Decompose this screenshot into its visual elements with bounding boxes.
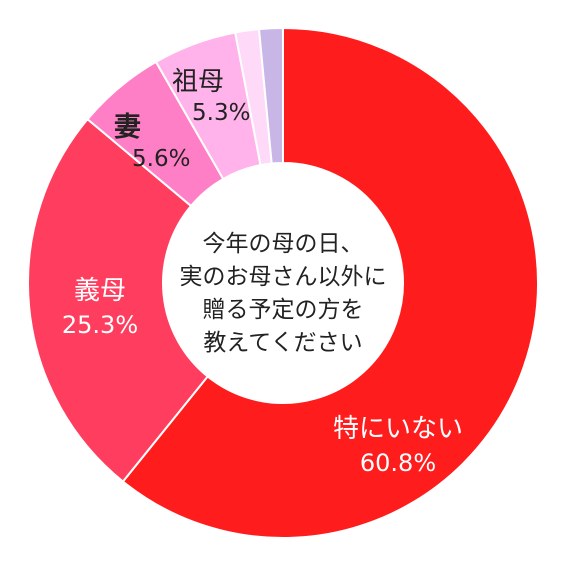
center-line-3: 贈る予定の方を [202, 297, 364, 323]
label-mother-in-law: 義母 25.3% [40, 274, 160, 342]
slice-5 [257, 26, 284, 165]
label-mother-in-law-name: 義母 [73, 276, 126, 306]
label-grandmother: 祖母 5.3% [168, 66, 268, 128]
label-grandmother-name: 祖母 [172, 67, 225, 97]
center-question: 今年の母の日、 実のお母さん以外に 贈る予定の方を 教えてください [163, 228, 403, 360]
label-wife-name: 妻 [114, 112, 141, 143]
center-line-1: 今年の母の日、 [202, 231, 364, 257]
label-wife-value: 5.6% [132, 146, 191, 172]
label-mother-in-law-value: 25.3% [61, 311, 139, 339]
label-none: 特にいない 60.8% [318, 412, 478, 480]
label-none-value: 60.8% [359, 449, 437, 477]
slice-1 [27, 117, 210, 483]
center-line-4: 教えてください [203, 330, 363, 356]
label-none-name: 特にいない [332, 414, 463, 444]
slice-0 [121, 26, 539, 539]
label-wife: 妻 5.6% [92, 112, 192, 174]
center-line-2: 実のお母さん以外に [179, 264, 387, 290]
label-grandmother-value: 5.3% [192, 100, 251, 126]
